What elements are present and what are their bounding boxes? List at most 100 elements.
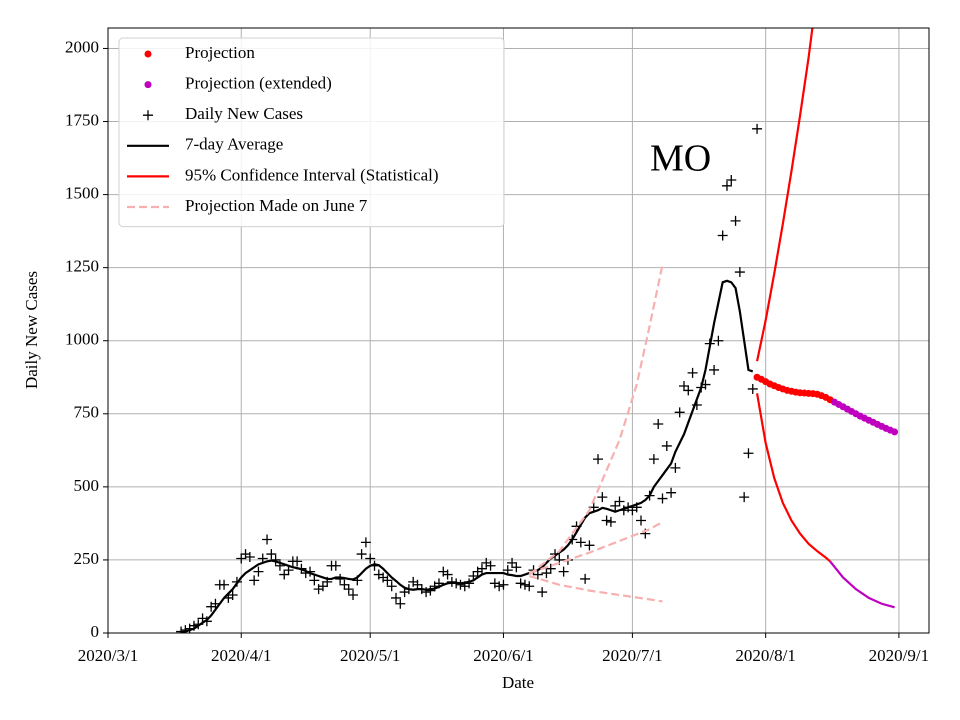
case-marker — [236, 553, 247, 564]
case-marker — [734, 267, 745, 278]
y-tick-label: 1500 — [65, 184, 99, 203]
series-line — [755, 28, 814, 362]
legend-label: Projection — [185, 43, 255, 62]
y-tick-label: 2000 — [65, 37, 99, 56]
case-marker — [648, 454, 659, 465]
legend-marker — [144, 81, 152, 89]
case-marker — [717, 230, 728, 241]
series-line — [755, 393, 831, 563]
case-marker — [636, 515, 647, 526]
case-marker — [545, 563, 556, 574]
case-marker — [747, 383, 758, 394]
case-marker — [244, 552, 255, 563]
series-line — [829, 560, 895, 609]
case-marker — [519, 579, 530, 590]
legend-label: Daily New Cases — [185, 104, 303, 123]
case-marker — [253, 566, 264, 577]
y-tick-label: 1250 — [65, 257, 99, 276]
case-marker — [752, 123, 763, 134]
case-marker — [726, 174, 737, 185]
y-axis-label: Daily New Cases — [22, 271, 41, 389]
case-marker — [558, 566, 569, 577]
legend-marker — [144, 50, 152, 58]
case-marker — [511, 562, 522, 573]
y-tick-label: 750 — [74, 403, 100, 422]
case-marker — [227, 590, 238, 601]
case-marker — [360, 537, 371, 548]
projection-june7-line — [528, 264, 664, 576]
case-marker — [507, 557, 518, 568]
case-marker — [485, 560, 496, 571]
x-tick-label: 2020/9/1 — [869, 646, 929, 665]
case-marker — [674, 407, 685, 418]
case-marker — [309, 575, 320, 586]
case-marker — [317, 581, 328, 592]
case-marker — [713, 335, 724, 346]
case-marker — [498, 579, 509, 590]
x-tick-label: 2020/6/1 — [473, 646, 533, 665]
case-marker — [219, 579, 230, 590]
x-tick-label: 2020/8/1 — [735, 646, 795, 665]
y-tick-label: 250 — [74, 549, 100, 568]
case-marker — [580, 573, 591, 584]
case-marker — [597, 492, 608, 503]
x-tick-label: 2020/7/1 — [602, 646, 662, 665]
case-marker — [610, 500, 621, 511]
y-tick-label: 500 — [74, 476, 100, 495]
legend-label: Projection (extended) — [185, 74, 332, 93]
case-marker — [614, 496, 625, 507]
case-marker — [584, 540, 595, 551]
case-marker — [743, 448, 754, 459]
case-marker — [382, 575, 393, 586]
legend-marker — [143, 110, 153, 121]
case-marker — [455, 579, 466, 590]
case-marker — [356, 549, 367, 560]
legend-label: Projection Made on June 7 — [185, 196, 368, 215]
case-marker — [601, 515, 612, 526]
case-marker — [657, 493, 668, 504]
case-marker — [687, 367, 698, 378]
legend-box — [118, 37, 505, 228]
case-marker — [266, 549, 277, 560]
case-marker — [678, 381, 689, 392]
case-marker — [605, 516, 616, 527]
projection-june7-line — [528, 574, 663, 603]
case-marker — [249, 575, 260, 586]
case-marker — [666, 487, 677, 498]
case-marker — [494, 581, 505, 592]
case-marker — [537, 587, 548, 598]
case-marker — [541, 568, 552, 579]
case-marker — [653, 419, 664, 430]
legend: Projection Projection (extended) Daily New… — [118, 37, 505, 228]
projection-point — [891, 428, 899, 436]
case-marker — [721, 180, 732, 191]
case-marker — [292, 556, 303, 567]
projection-june7-line — [528, 520, 664, 575]
case-marker — [575, 537, 586, 548]
y-tick-label: 1750 — [65, 110, 99, 129]
x-axis-label: Date — [502, 673, 534, 692]
case-marker — [739, 492, 750, 503]
case-marker — [279, 569, 290, 580]
case-marker — [524, 581, 535, 592]
case-marker — [390, 592, 401, 603]
case-marker — [709, 364, 720, 375]
plot-area — [176, 28, 899, 633]
case-marker — [515, 578, 526, 589]
ticks: 0 250 500 750 1000 1250 1500 1750 2000 2020/3/1 20… — [65, 37, 929, 665]
series-line — [180, 279, 754, 633]
x-tick-label: 2020/4/1 — [211, 646, 271, 665]
legend-label: 95% Confidence Interval (Statistical) — [185, 165, 439, 184]
case-marker — [343, 584, 354, 595]
case-marker — [386, 581, 397, 592]
case-marker — [330, 560, 341, 571]
legend-label: 7-day Average — [185, 135, 283, 154]
case-marker — [730, 215, 741, 226]
case-marker — [365, 553, 376, 564]
case-marker — [593, 454, 604, 465]
case-marker — [661, 440, 672, 451]
case-marker — [683, 385, 694, 396]
case-marker — [670, 462, 681, 473]
case-marker — [348, 590, 359, 601]
